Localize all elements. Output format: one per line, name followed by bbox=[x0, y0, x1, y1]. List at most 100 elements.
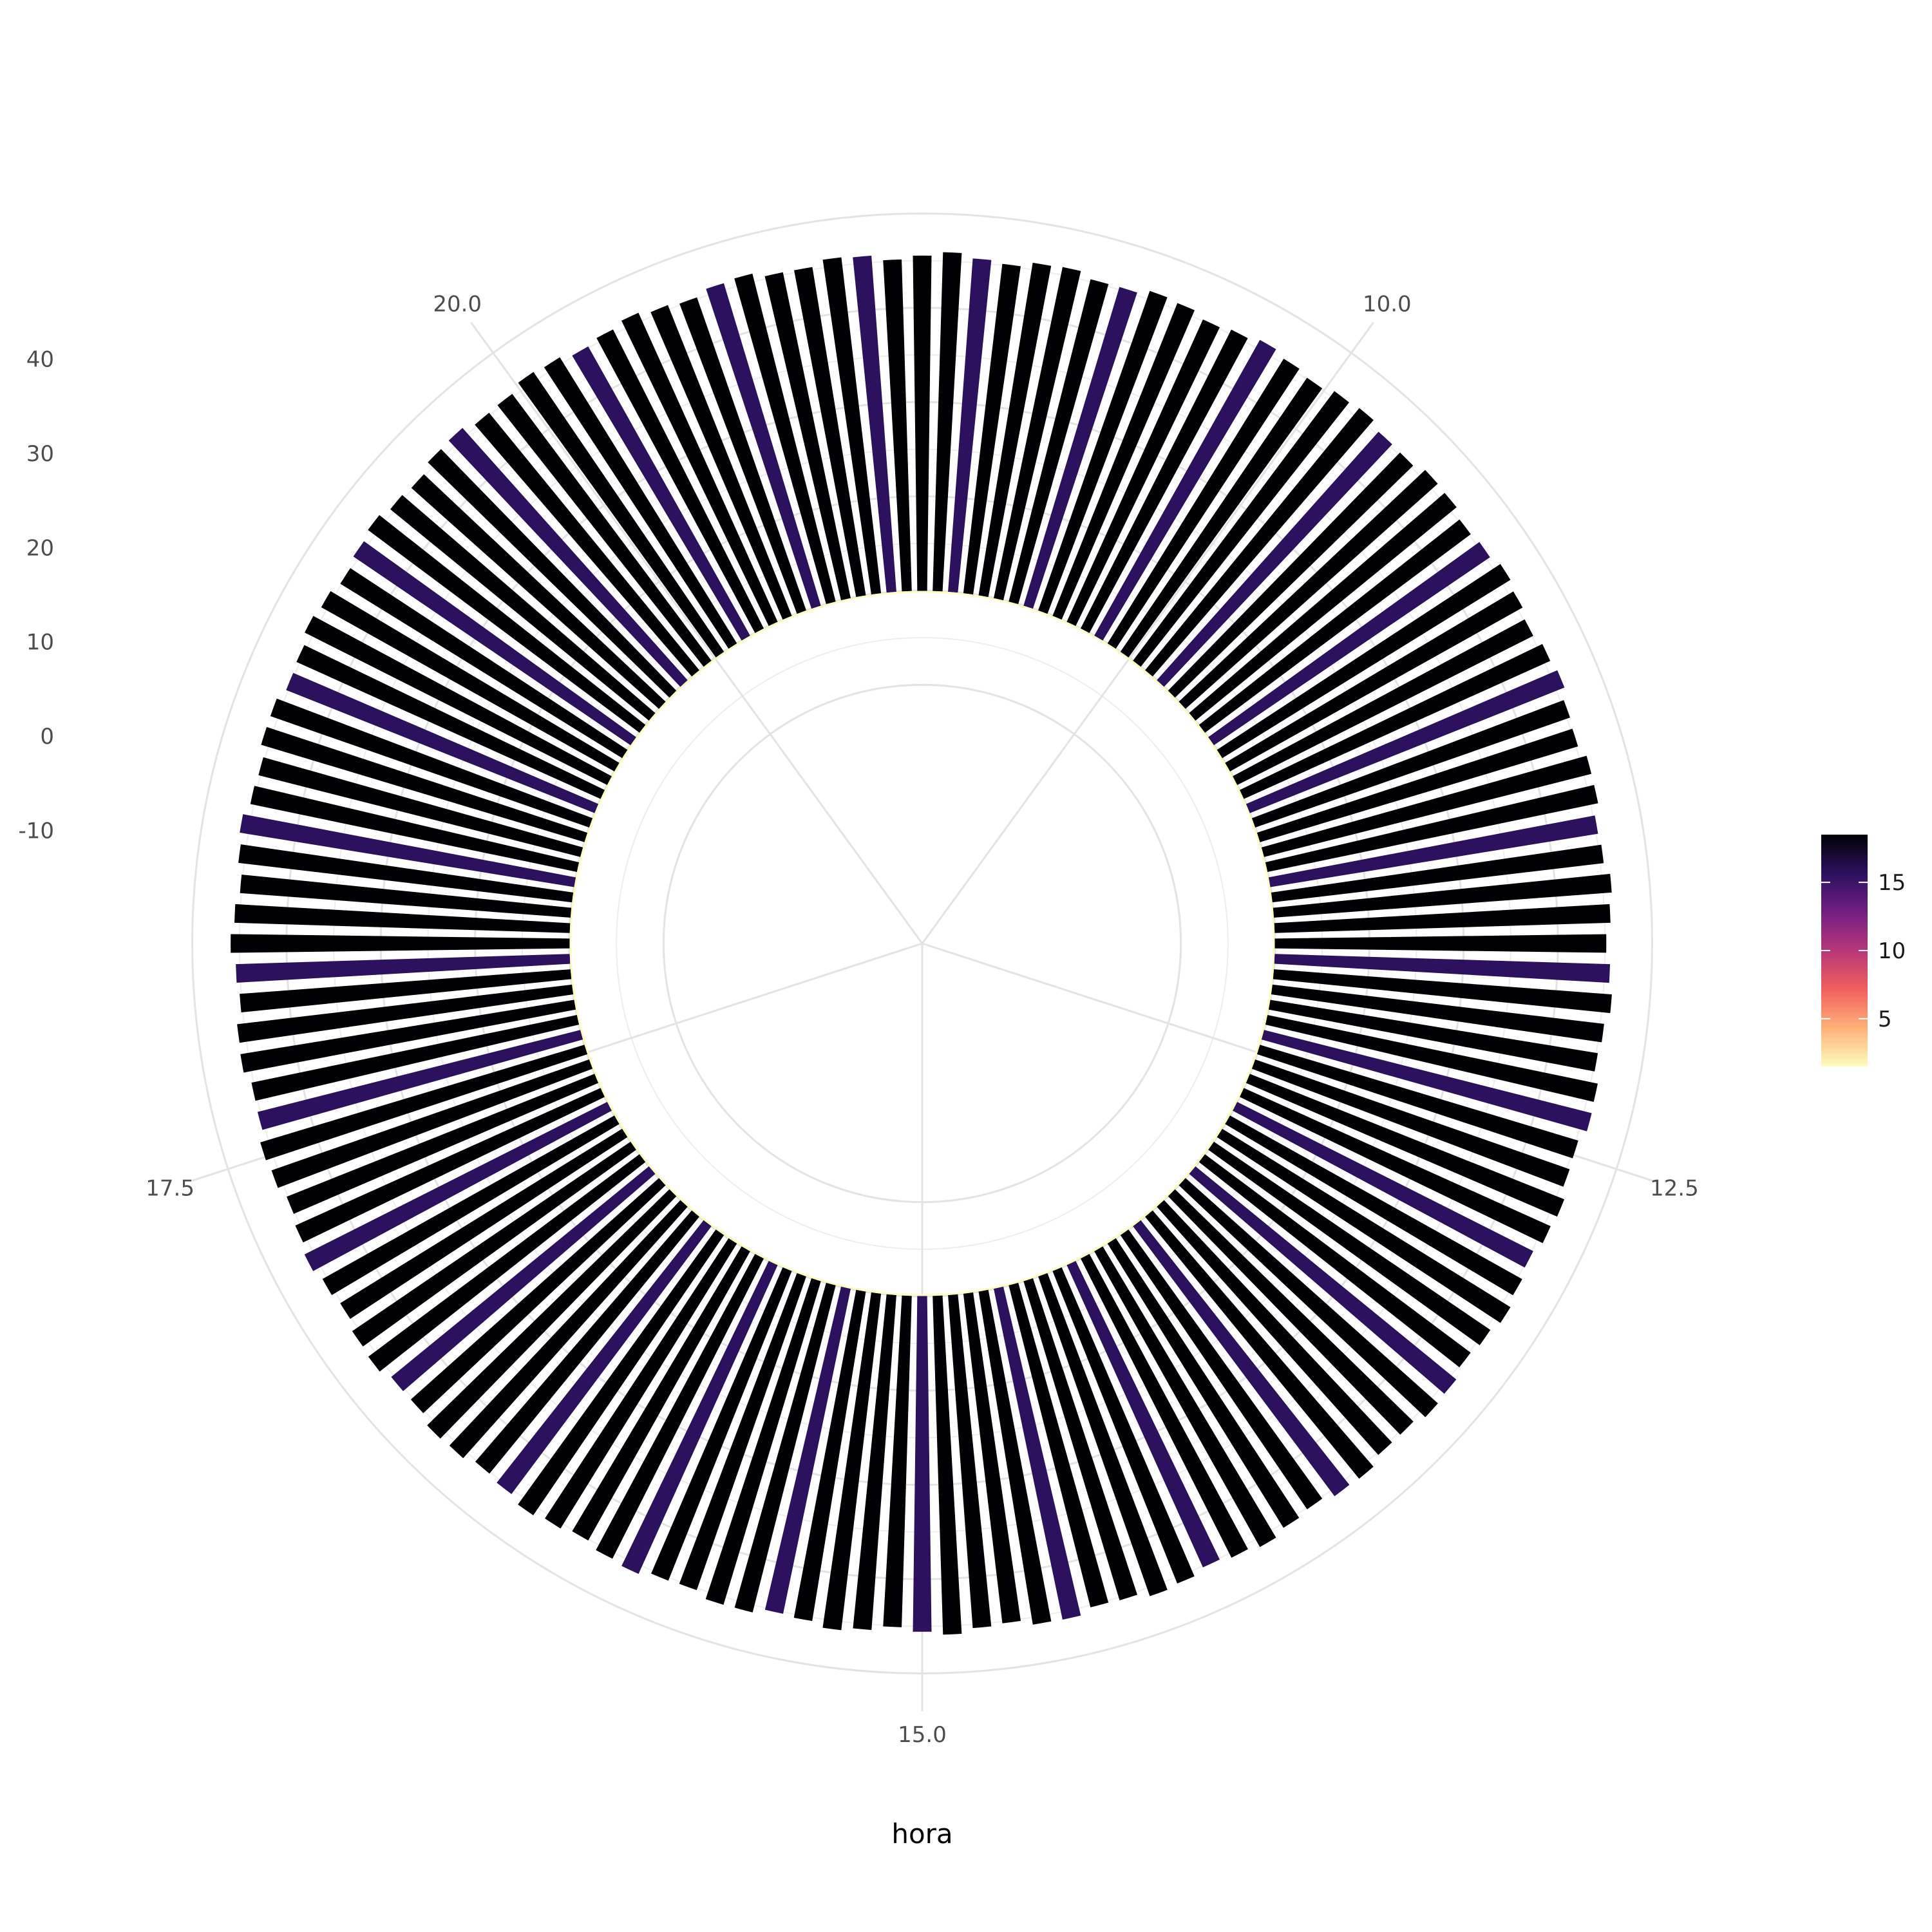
bar bbox=[1189, 493, 1457, 721]
bar bbox=[1198, 519, 1471, 733]
bar bbox=[1189, 1166, 1457, 1394]
bar bbox=[238, 844, 574, 903]
bar bbox=[1245, 1074, 1565, 1217]
bar bbox=[1265, 1015, 1598, 1103]
bar bbox=[390, 495, 656, 721]
bar bbox=[1168, 452, 1414, 698]
bar bbox=[1208, 1141, 1491, 1345]
bar bbox=[295, 1088, 605, 1243]
x-tick-label: 15.0 bbox=[898, 1722, 947, 1748]
bar bbox=[449, 1200, 688, 1459]
x-axis-title: hora bbox=[891, 1818, 952, 1850]
bar bbox=[257, 1030, 583, 1130]
grid-spoke bbox=[470, 321, 923, 944]
bar bbox=[1251, 700, 1571, 828]
bar bbox=[475, 1210, 699, 1474]
bar bbox=[572, 1246, 750, 1541]
bar bbox=[1133, 391, 1349, 667]
bar bbox=[236, 954, 571, 983]
bar bbox=[913, 255, 932, 591]
bar bbox=[518, 1229, 724, 1515]
colorbar-legend: 5 10 15 bbox=[1821, 835, 1906, 1066]
bar bbox=[822, 257, 882, 595]
bar bbox=[978, 1289, 1052, 1625]
bar bbox=[1038, 1273, 1168, 1596]
bar-base-ring bbox=[569, 591, 1275, 1296]
bar bbox=[270, 698, 593, 828]
bar bbox=[978, 262, 1052, 598]
bar bbox=[1208, 542, 1490, 746]
bar bbox=[1274, 934, 1607, 953]
bar bbox=[304, 1101, 612, 1271]
bar bbox=[1239, 1088, 1551, 1244]
bar bbox=[994, 267, 1081, 601]
bar bbox=[428, 449, 677, 698]
x-tick-label: 10.0 bbox=[1363, 292, 1412, 317]
bar bbox=[651, 1267, 792, 1581]
bar bbox=[734, 1282, 836, 1613]
bar bbox=[948, 258, 992, 593]
bar bbox=[948, 1294, 992, 1629]
bar bbox=[340, 568, 628, 759]
bar bbox=[705, 1278, 821, 1605]
bar bbox=[621, 312, 778, 627]
bar bbox=[353, 541, 636, 746]
bar bbox=[305, 616, 612, 786]
bar bbox=[1273, 873, 1612, 918]
bar bbox=[251, 1015, 580, 1101]
bar bbox=[650, 305, 792, 620]
bar bbox=[1145, 408, 1374, 677]
bar bbox=[296, 645, 605, 799]
bar bbox=[596, 329, 764, 633]
bar bbox=[883, 1295, 912, 1627]
bar bbox=[352, 1141, 636, 1347]
bar bbox=[518, 372, 724, 658]
bar bbox=[1225, 591, 1523, 772]
y-tick-label: -10 bbox=[18, 818, 54, 844]
bar bbox=[240, 814, 576, 887]
bar bbox=[1120, 1229, 1323, 1510]
bar bbox=[963, 1292, 1021, 1624]
bar bbox=[822, 1292, 882, 1631]
bar bbox=[572, 346, 750, 641]
x-tick-label: 20.0 bbox=[433, 292, 482, 317]
colorbar-tick-label: 5 bbox=[1878, 1007, 1892, 1032]
colorbar-tick-label: 15 bbox=[1878, 870, 1906, 896]
grid-spoke bbox=[921, 321, 1374, 944]
bar bbox=[1265, 784, 1598, 872]
bar bbox=[258, 757, 583, 857]
bar bbox=[1256, 1045, 1578, 1159]
bar bbox=[1066, 1260, 1220, 1567]
bar bbox=[1157, 1200, 1392, 1455]
bar bbox=[1271, 844, 1604, 903]
bar bbox=[1145, 1210, 1374, 1479]
bar bbox=[240, 875, 572, 918]
bar bbox=[1157, 431, 1392, 687]
bar bbox=[1080, 1254, 1248, 1558]
bar bbox=[1168, 1189, 1414, 1435]
bar bbox=[764, 272, 851, 601]
bar bbox=[1179, 1178, 1438, 1417]
bar bbox=[1217, 1128, 1511, 1323]
bar bbox=[621, 1260, 778, 1574]
bar bbox=[287, 1074, 599, 1214]
colorbar-tick-label: 10 bbox=[1878, 938, 1906, 964]
bar bbox=[261, 726, 588, 842]
bar bbox=[1052, 303, 1195, 620]
bar bbox=[679, 1273, 806, 1591]
bar bbox=[1179, 469, 1438, 709]
bar bbox=[1256, 728, 1578, 842]
bar bbox=[1225, 1115, 1522, 1296]
bar bbox=[1261, 1030, 1592, 1132]
y-tick-label: 40 bbox=[26, 347, 54, 373]
bar bbox=[1198, 1154, 1471, 1368]
bar bbox=[1239, 643, 1551, 799]
bar bbox=[322, 1115, 620, 1296]
bar bbox=[1080, 329, 1248, 633]
bar bbox=[271, 1059, 593, 1188]
bar bbox=[234, 904, 571, 933]
bar bbox=[794, 267, 866, 598]
bar bbox=[260, 1045, 588, 1160]
bar bbox=[411, 474, 666, 709]
bar bbox=[1120, 377, 1323, 658]
